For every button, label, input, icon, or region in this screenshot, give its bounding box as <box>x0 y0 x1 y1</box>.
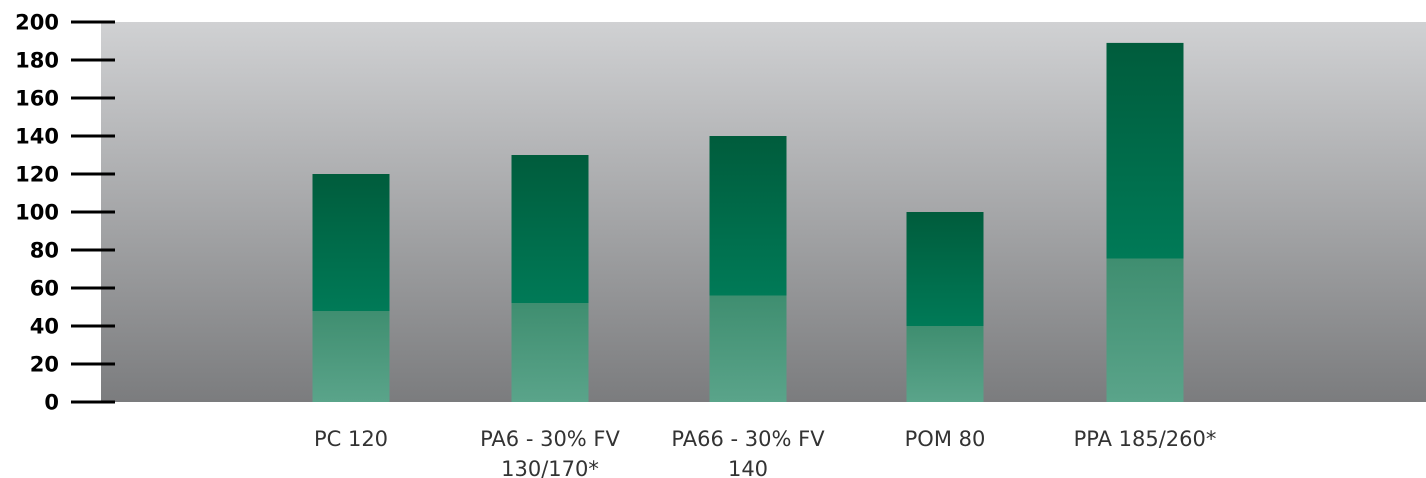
bars <box>312 42 1184 403</box>
x-axis: PC 120 PA6 - 30% FV 130/170* PA66 - 30% FV 1… <box>314 427 1216 478</box>
y-tick-label: 80 <box>30 239 59 263</box>
y-axis: 0 20 40 60 80 100 120 140 160 180 200 <box>15 11 115 415</box>
y-tick-label: 20 <box>30 353 59 377</box>
x-tick-label: 140 <box>728 457 768 478</box>
bar <box>906 212 984 402</box>
x-tick-label: PPA 185/260* <box>1074 427 1217 451</box>
bar <box>312 174 390 402</box>
bar <box>709 136 787 402</box>
y-tick-label: 120 <box>15 163 59 187</box>
y-tick-label: 0 <box>44 391 59 415</box>
y-tick-label: 160 <box>15 87 59 111</box>
x-tick-label: 130/170* <box>501 457 599 478</box>
y-tick-label: 60 <box>30 277 59 301</box>
x-tick-label: PA66 - 30% FV <box>671 427 825 451</box>
bar <box>1106 42 1184 403</box>
x-tick-label: POM 80 <box>905 427 986 451</box>
y-tick-label: 200 <box>15 11 59 35</box>
y-tick-label: 180 <box>15 49 59 73</box>
y-tick-label: 40 <box>30 315 59 339</box>
x-tick-label: PA6 - 30% FV <box>480 427 620 451</box>
x-tick-label: PC 120 <box>314 427 388 451</box>
y-tick-label: 100 <box>15 201 59 225</box>
y-tick-label: 140 <box>15 125 59 149</box>
bar <box>511 155 589 402</box>
